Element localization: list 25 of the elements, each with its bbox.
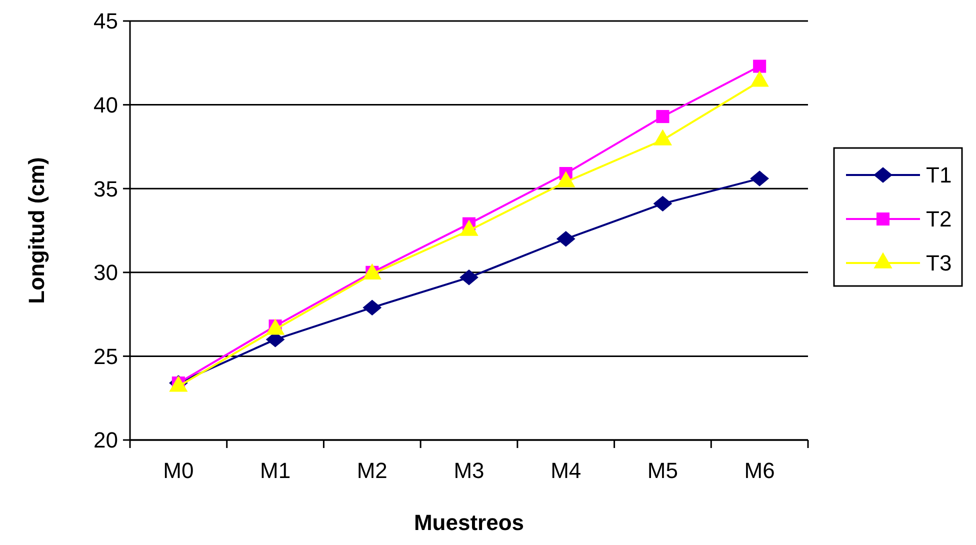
y-tick-label: 35: [94, 176, 118, 202]
point: [362, 300, 382, 316]
x-tick-label: M3: [454, 458, 484, 483]
point: [653, 196, 672, 212]
x-axis-title: Muestreos: [414, 510, 524, 535]
x-tick-label: M1: [260, 458, 291, 483]
y-tick-label: 20: [94, 428, 118, 453]
x-tick-label: M6: [744, 458, 775, 483]
legend-label: T1: [926, 162, 952, 188]
point: [750, 170, 770, 186]
legend-label: T2: [926, 206, 952, 232]
point: [753, 60, 766, 73]
point: [460, 270, 478, 286]
y-axis-title: Longitud (cm): [24, 157, 49, 304]
x-tick-label: M0: [163, 458, 194, 483]
point: [656, 110, 670, 124]
y-tick-label: 25: [94, 344, 118, 369]
y-tick-label: 45: [94, 8, 118, 34]
y-tick-label: 40: [94, 92, 118, 118]
legend-label: T3: [926, 250, 952, 276]
x-tick-label: M5: [647, 458, 678, 483]
point: [556, 231, 576, 247]
x-tick-label: M4: [550, 458, 582, 483]
y-tick-label: 30: [94, 260, 118, 286]
x-tick-label: M2: [356, 458, 388, 483]
